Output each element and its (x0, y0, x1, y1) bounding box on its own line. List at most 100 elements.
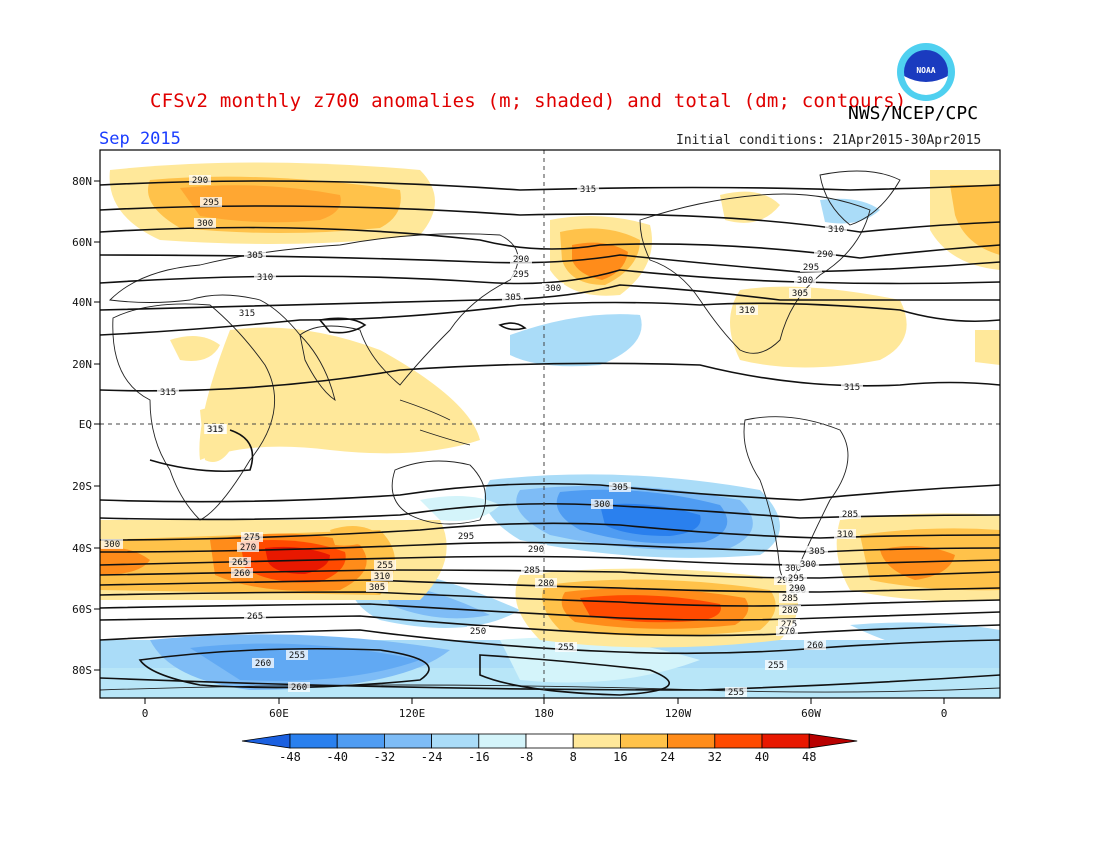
initial-conditions: Initial conditions: 21Apr2015-30Apr2015 (676, 133, 982, 148)
svg-text:255: 255 (289, 651, 305, 661)
contour-label: 310 (834, 529, 856, 540)
svg-text:295: 295 (458, 532, 474, 542)
svg-text:290: 290 (817, 250, 833, 260)
lon-label: 120E (399, 707, 426, 720)
colorbar-left-arrow (241, 733, 291, 749)
contour-label: 295 (200, 197, 222, 208)
svg-text:315: 315 (160, 388, 176, 398)
lon-label: 0 (941, 707, 948, 720)
svg-text:300: 300 (104, 540, 120, 550)
svg-text:310: 310 (374, 572, 390, 582)
colorbar-swatch (714, 733, 763, 749)
colorbar: -48 -40 -32 -24 -16 -8 8 16 24 32 40 48 (241, 733, 858, 764)
lon-label: 60E (269, 707, 289, 720)
contour-label: 265 (244, 611, 266, 622)
contour-label: 285 (839, 509, 861, 520)
contour-label: 310 (825, 224, 847, 235)
svg-text:260: 260 (255, 659, 271, 669)
lon-label: 60W (801, 707, 821, 720)
contour-label: 305 (609, 482, 631, 493)
svg-text:255: 255 (558, 643, 574, 653)
svg-text:305: 305 (612, 483, 628, 493)
colorbar-swatch (478, 733, 527, 749)
contour-label: 275 (241, 532, 263, 543)
svg-text:250: 250 (470, 627, 486, 637)
height-contours (100, 180, 1000, 696)
lat-label: 80N (72, 175, 92, 188)
svg-text:265: 265 (232, 558, 248, 568)
colorbar-swatch (289, 733, 338, 749)
colorbar-tick-label: 48 (802, 750, 816, 764)
colorbar-tick-label: 40 (755, 750, 769, 764)
svg-text:285: 285 (842, 510, 858, 520)
svg-text:275: 275 (781, 620, 797, 630)
svg-text:275: 275 (244, 533, 260, 543)
lon-label: 0 (142, 707, 149, 720)
contour-label: 260 (288, 682, 310, 693)
contour-label: 285 (779, 593, 801, 604)
contour-label: 310 (254, 272, 276, 283)
lat-label: 40N (72, 296, 92, 309)
colorbar-swatch (336, 733, 385, 749)
contour-label: 295 (800, 262, 822, 273)
contour-label: 290 (814, 249, 836, 260)
contour-label: 255 (374, 560, 396, 571)
svg-text:310: 310 (837, 530, 853, 540)
colorbar-swatch (431, 733, 480, 749)
lat-label: 20S (72, 480, 92, 493)
contour-label: 255 (286, 650, 308, 661)
svg-text:305: 305 (809, 547, 825, 557)
svg-text:260: 260 (291, 683, 307, 693)
contour-label: 285 (521, 565, 543, 576)
colorbar-tick-label: -16 (468, 750, 490, 764)
contour-label: 305 (806, 546, 828, 557)
lat-label: 60S (72, 603, 92, 616)
contour-label: 310 (736, 305, 758, 316)
contour-label: 315 (157, 387, 179, 398)
forecast-month: Sep 2015 (99, 129, 181, 149)
svg-text:270: 270 (240, 543, 256, 553)
contour-label: 300 (194, 218, 216, 229)
contour-label: 260 (231, 568, 253, 579)
svg-text:295: 295 (803, 263, 819, 273)
contour-label: 260 (804, 640, 826, 651)
svg-text:310: 310 (739, 306, 755, 316)
colorbar-swatch (383, 733, 432, 749)
svg-text:315: 315 (580, 185, 596, 195)
svg-text:290: 290 (789, 584, 805, 594)
svg-text:290: 290 (513, 255, 529, 265)
lat-label: 80S (72, 664, 92, 677)
contour-label: 270 (776, 626, 798, 637)
contour-label: 300 (797, 559, 819, 570)
svg-text:305: 305 (369, 583, 385, 593)
contour-label: 295 (455, 531, 477, 542)
svg-text:295: 295 (203, 198, 219, 208)
contour-label: 270 (237, 542, 259, 553)
lat-label: 40S (72, 542, 92, 555)
contour-label: 300 (591, 499, 613, 510)
contour-label: 305 (789, 288, 811, 299)
colorbar-tick-label: -32 (374, 750, 396, 764)
contour-label: 300 (101, 539, 123, 550)
svg-text:280: 280 (538, 579, 554, 589)
contour-label: 290 (525, 544, 547, 555)
noaa-logo-icon: NOAA (897, 43, 955, 101)
svg-text:NOAA: NOAA (916, 66, 935, 75)
colorbar-tick-label: -48 (279, 750, 301, 764)
svg-text:255: 255 (768, 661, 784, 671)
svg-text:315: 315 (844, 383, 860, 393)
anomaly-shading (100, 162, 1000, 698)
contour-label: 300 (542, 283, 564, 294)
svg-text:310: 310 (257, 273, 273, 283)
svg-text:310: 310 (828, 225, 844, 235)
svg-text:290: 290 (528, 545, 544, 555)
longitude-axis: 0 60E 120E 180 120W 60W 0 (142, 698, 948, 720)
colorbar-swatch (620, 733, 669, 749)
svg-text:260: 260 (807, 641, 823, 651)
colorbar-swatch (572, 733, 621, 749)
svg-text:305: 305 (505, 293, 521, 303)
colorbar-tick-label: -8 (519, 750, 533, 764)
svg-text:280: 280 (782, 606, 798, 616)
contour-label: 315 (841, 382, 863, 393)
